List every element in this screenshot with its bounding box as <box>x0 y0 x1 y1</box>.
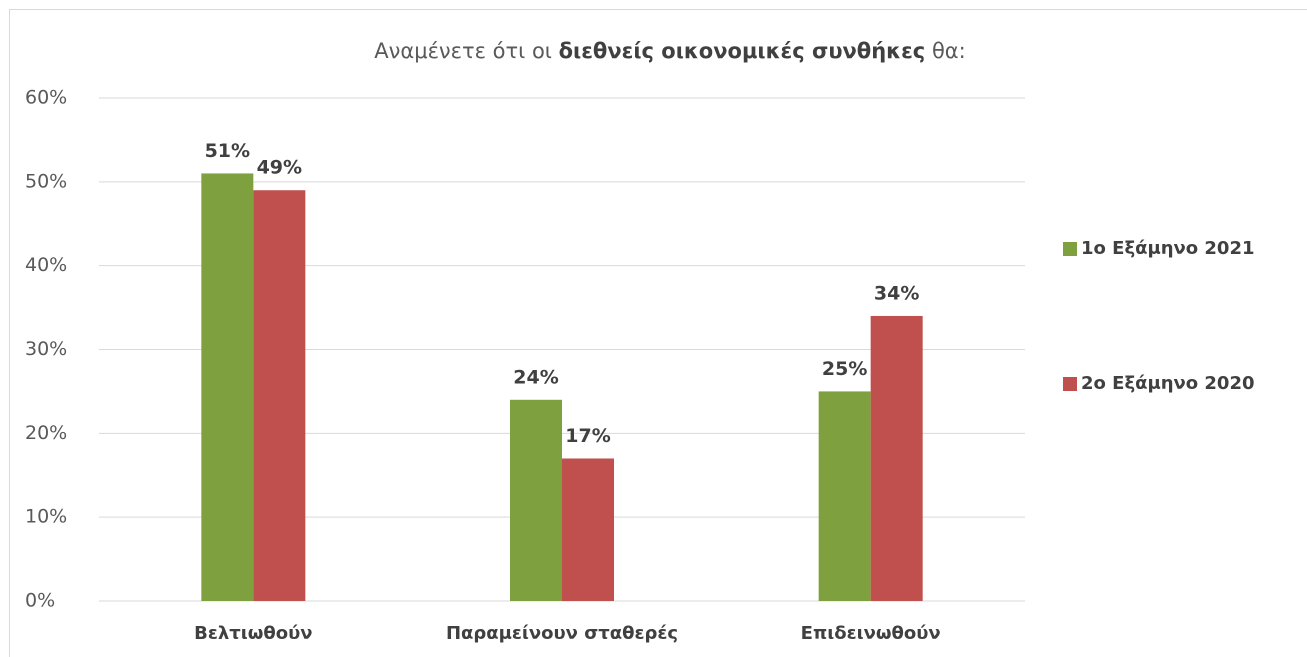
legend-label: 2ο Εξάμηνο 2020 <box>1081 373 1255 394</box>
chart-border <box>9 9 1307 657</box>
bar <box>870 315 923 601</box>
title-part: Αναμένετε ότι οι <box>374 39 552 63</box>
legend-swatch <box>1063 242 1077 256</box>
value-label: 51% <box>205 140 250 162</box>
value-label: 34% <box>874 282 919 304</box>
title-part: θα: <box>932 39 966 63</box>
y-tick-label: 60% <box>25 87 67 109</box>
bar <box>562 458 614 601</box>
x-tick-label: Παραμείνουν σταθερές <box>446 623 678 644</box>
x-tick-label: Επιδεινωθούν <box>801 623 941 644</box>
value-label: 17% <box>565 425 610 447</box>
value-label: 49% <box>257 157 302 179</box>
chart-title: Αναμένετε ότι οι διεθνείς οικονομικές συ… <box>374 39 965 63</box>
bar <box>253 190 306 601</box>
y-tick-label: 40% <box>25 254 67 276</box>
value-label: 25% <box>822 358 867 380</box>
title-part: διεθνείς οικονομικές συνθήκες <box>559 39 926 63</box>
legend-swatch <box>1063 377 1077 391</box>
bar <box>510 399 562 601</box>
y-tick-label: 30% <box>25 338 67 360</box>
y-tick-label: 20% <box>25 422 67 444</box>
legend-label: 1ο Εξάμηνο 2021 <box>1081 238 1255 259</box>
value-label: 24% <box>513 366 558 388</box>
y-tick-label: 0% <box>25 590 55 612</box>
bar <box>201 173 254 601</box>
bar <box>818 391 871 601</box>
y-tick-label: 10% <box>25 506 67 528</box>
y-tick-label: 50% <box>25 170 67 192</box>
x-tick-label: Βελτιωθούν <box>194 623 312 644</box>
